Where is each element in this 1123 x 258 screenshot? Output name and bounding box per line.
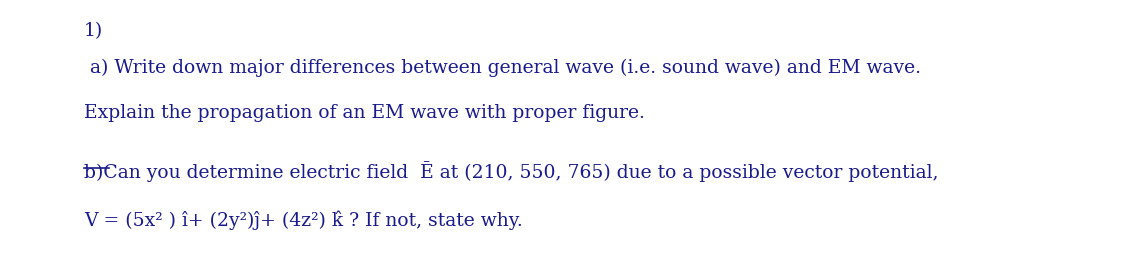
Text: b)Can you determine electric field  Ē at (210, 550, 765) due to a possible vecto: b)Can you determine electric field Ē at … bbox=[84, 162, 939, 182]
Text: V = (5x² ) î+ (2y²)ĵ+ (4z²) k̂ ? If not, state why.: V = (5x² ) î+ (2y²)ĵ+ (4z²) k̂ ? If not,… bbox=[84, 210, 523, 230]
Text: Explain the propagation of an EM wave with proper figure.: Explain the propagation of an EM wave wi… bbox=[84, 104, 645, 122]
Text: a) Write down major differences between general wave (i.e. sound wave) and EM wa: a) Write down major differences between … bbox=[84, 59, 921, 77]
Text: 1): 1) bbox=[84, 22, 103, 40]
